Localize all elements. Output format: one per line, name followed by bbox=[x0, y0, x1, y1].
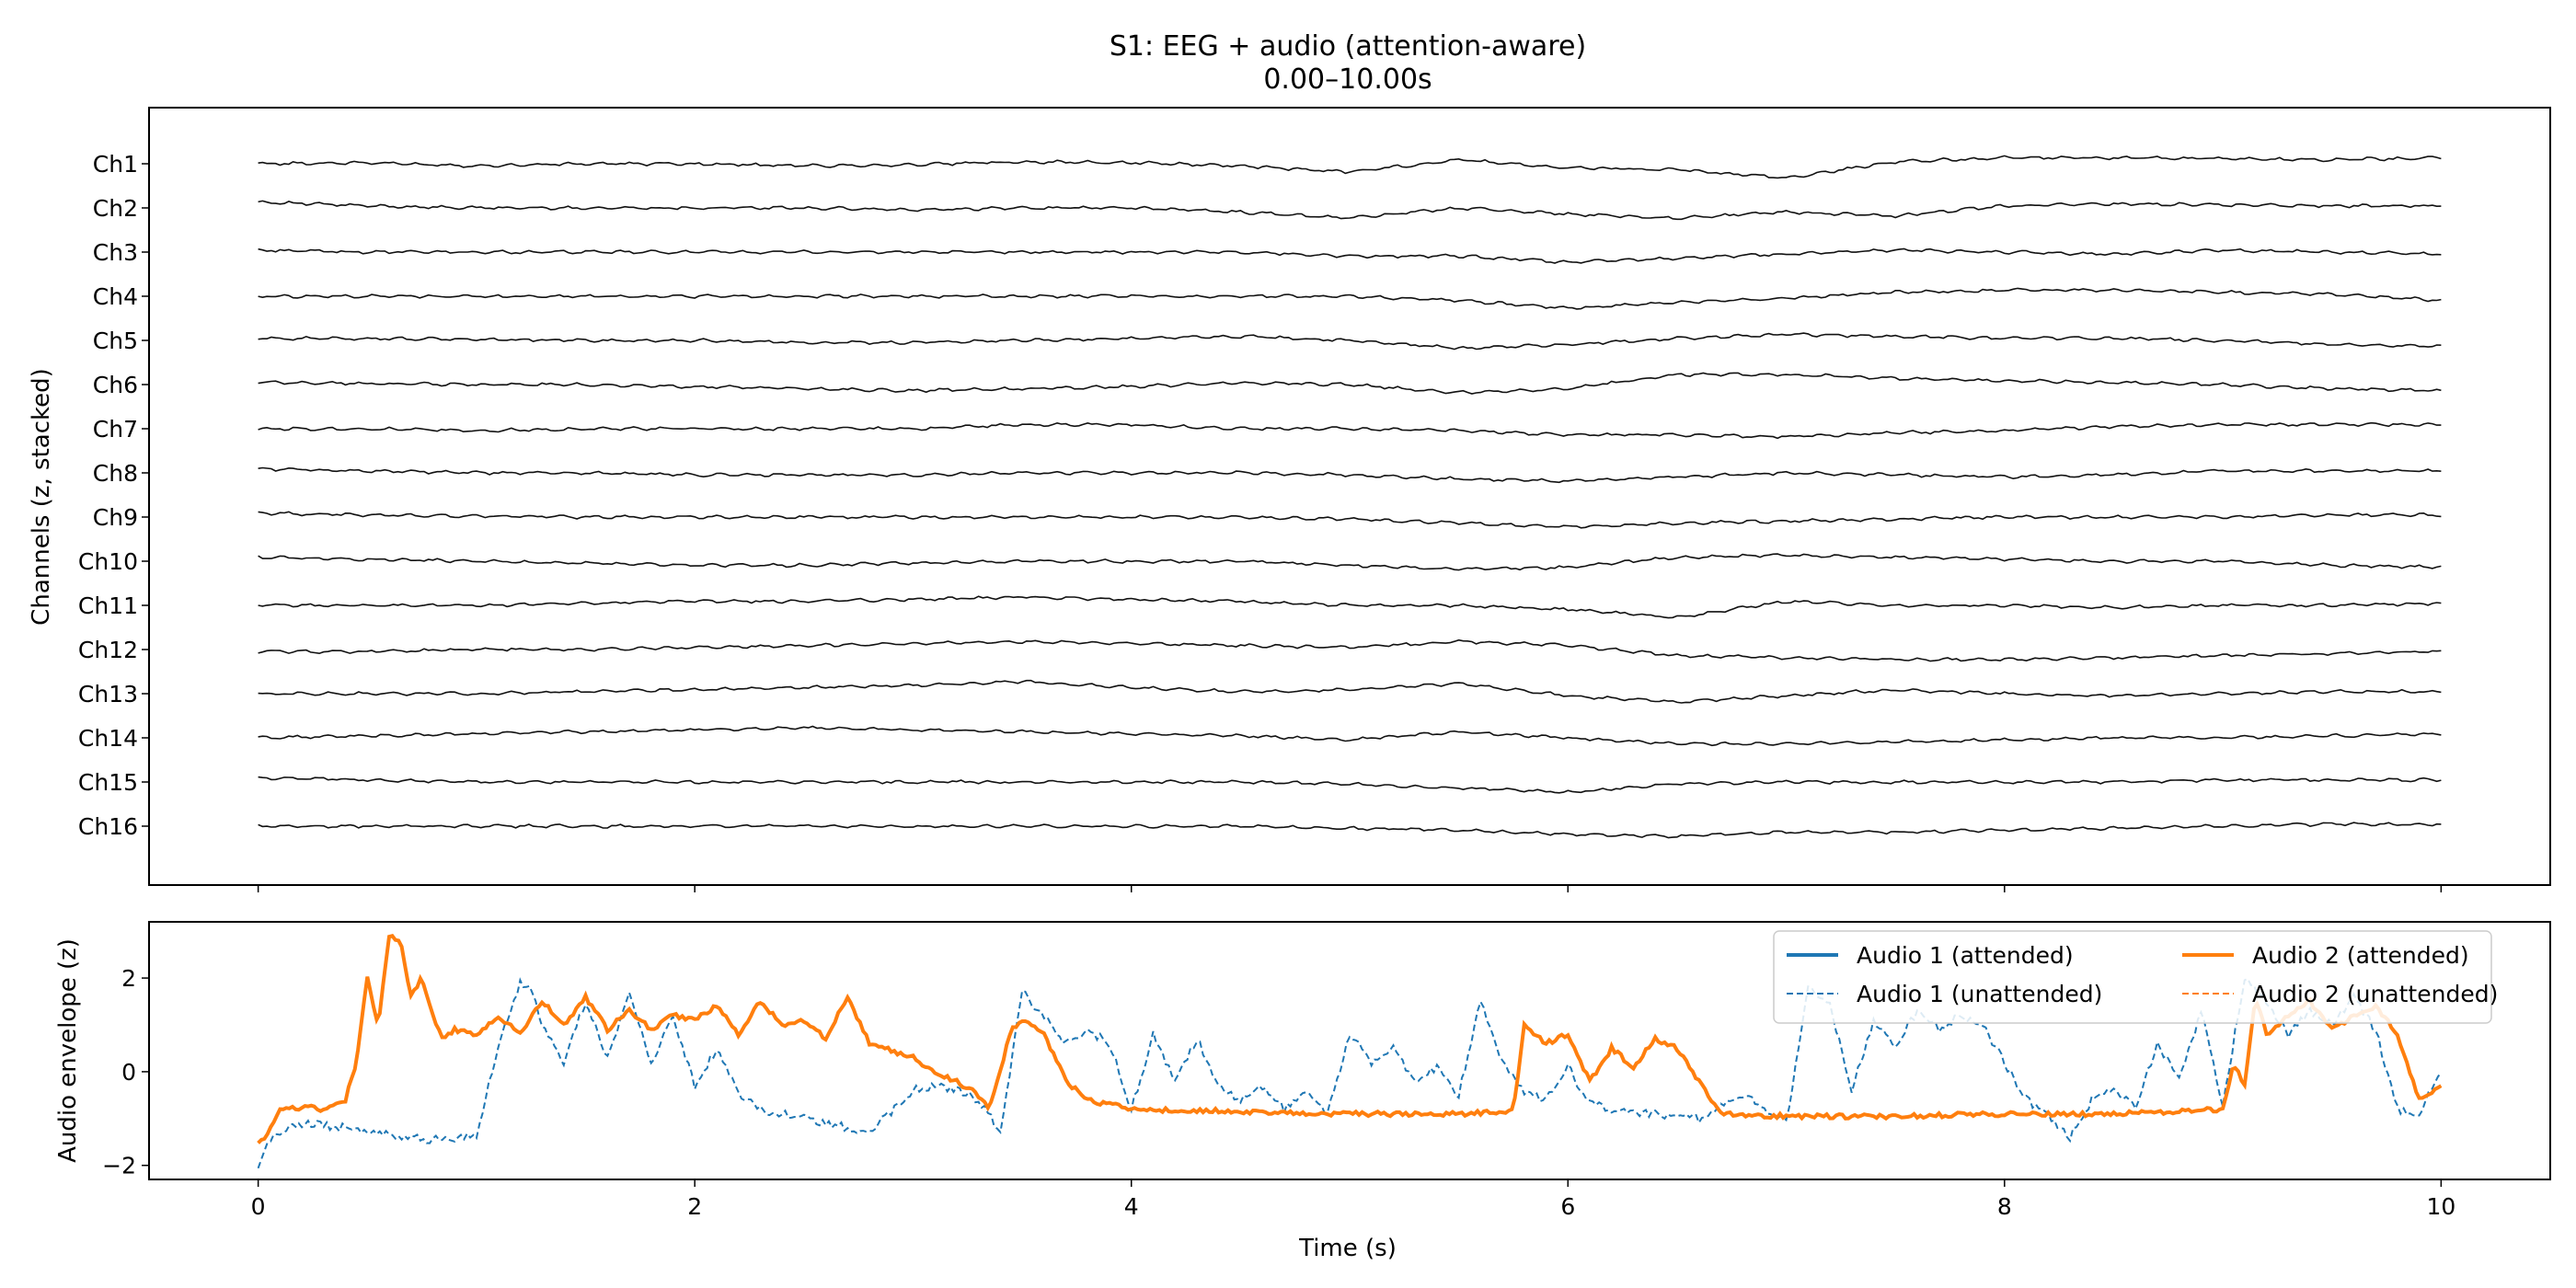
eeg-trace-ch2 bbox=[258, 200, 2442, 221]
audio-x-ticks: 0 2 4 6 8 10 bbox=[251, 1179, 2455, 1220]
eeg-trace-ch1 bbox=[258, 155, 2442, 179]
eeg-channel-label: Ch2 bbox=[93, 195, 138, 222]
eeg-channel-label: Ch14 bbox=[78, 725, 138, 752]
audio-plot-area bbox=[148, 921, 2551, 1180]
audio-panel: −2 0 2 0 2 4 6 8 10 Audio envelope (z) Time (s)… bbox=[54, 921, 2551, 1262]
audio-line-audio-1-unattended bbox=[257, 977, 2443, 1169]
eeg-channel-label: Ch11 bbox=[78, 592, 138, 619]
audio-xtick-label: 4 bbox=[1124, 1193, 1139, 1220]
audio-ytick-label: 0 bbox=[121, 1059, 136, 1086]
audio-xtick-label: 2 bbox=[687, 1193, 702, 1220]
eeg-trace-ch16 bbox=[258, 822, 2442, 839]
x-axis-label: Time (s) bbox=[1298, 1235, 1397, 1262]
eeg-trace-ch13 bbox=[258, 679, 2442, 704]
audio-line-audio-2-attended bbox=[257, 934, 2443, 1144]
eeg-channel-label: Ch9 bbox=[93, 504, 138, 531]
eeg-trace-ch15 bbox=[258, 776, 2442, 794]
legend-label: Audio 2 (attended) bbox=[2252, 942, 2469, 969]
eeg-channel-label: Ch10 bbox=[78, 548, 138, 575]
audio-xtick-label: 6 bbox=[1560, 1193, 1575, 1220]
eeg-traces bbox=[258, 155, 2442, 839]
eeg-trace-ch10 bbox=[258, 553, 2442, 571]
eeg-plot-area bbox=[148, 107, 2551, 886]
audio-series-lines bbox=[257, 934, 2443, 1169]
eeg-channel-label: Ch7 bbox=[93, 416, 138, 443]
audio-xtick-label: 10 bbox=[2426, 1193, 2455, 1220]
audio-ytick-label: 2 bbox=[121, 965, 136, 992]
eeg-trace-ch5 bbox=[258, 332, 2442, 351]
eeg-channel-label: Ch12 bbox=[78, 637, 138, 663]
legend-label: Audio 1 (attended) bbox=[1857, 942, 2074, 969]
eeg-channel-label: Ch8 bbox=[93, 460, 138, 487]
eeg-trace-ch6 bbox=[258, 372, 2442, 395]
eeg-trace-ch3 bbox=[258, 247, 2442, 264]
audio-xtick-label: 0 bbox=[251, 1193, 266, 1220]
audio-ytick-label: −2 bbox=[102, 1153, 136, 1179]
eeg-channel-label: Ch13 bbox=[78, 681, 138, 707]
legend: Audio 1 (attended) Audio 1 (unattended) Au… bbox=[1773, 930, 2498, 1024]
audio-xtick-label: 8 bbox=[1997, 1193, 2012, 1220]
eeg-trace-ch11 bbox=[258, 595, 2442, 619]
eeg-trace-ch12 bbox=[258, 638, 2442, 662]
eeg-trace-ch14 bbox=[258, 725, 2442, 747]
eeg-channel-label: Ch16 bbox=[78, 813, 138, 840]
legend-box bbox=[1773, 930, 2492, 1024]
eeg-channel-ticks: Ch1 Ch2 Ch3 Ch4 Ch5 Ch6 Ch7 Ch8 Ch9 Ch10 Ch11 Ch12 C… bbox=[78, 151, 149, 840]
audio-y-axis-label: Audio envelope (z) bbox=[54, 938, 82, 1163]
eeg-channel-label: Ch6 bbox=[93, 372, 138, 398]
chart-subtitle: 0.00–10.00s bbox=[1263, 63, 1432, 96]
eeg-trace-ch9 bbox=[258, 511, 2442, 529]
eeg-trace-ch8 bbox=[258, 466, 2442, 484]
eeg-x-ticks bbox=[257, 885, 2443, 892]
eeg-channel-label: Ch4 bbox=[93, 283, 138, 310]
eeg-trace-ch4 bbox=[258, 287, 2442, 310]
legend-label: Audio 1 (unattended) bbox=[1857, 981, 2102, 1007]
eeg-channel-label: Ch5 bbox=[93, 328, 138, 354]
eeg-panel: Ch1 Ch2 Ch3 Ch4 Ch5 Ch6 Ch7 Ch8 Ch9 Ch10 Ch11 Ch12 C… bbox=[28, 107, 2551, 892]
audio-y-ticks: −2 0 2 bbox=[102, 965, 149, 1179]
eeg-channel-label: Ch15 bbox=[78, 769, 138, 796]
eeg-channel-label: Ch1 bbox=[93, 151, 138, 178]
eeg-channel-label: Ch3 bbox=[93, 239, 138, 266]
chart-title: S1: EEG + audio (attention-aware) bbox=[1110, 30, 1586, 63]
eeg-y-axis-label: Channels (z, stacked) bbox=[28, 368, 55, 626]
eeg-trace-ch7 bbox=[258, 421, 2442, 440]
legend-label: Audio 2 (unattended) bbox=[2252, 981, 2498, 1007]
